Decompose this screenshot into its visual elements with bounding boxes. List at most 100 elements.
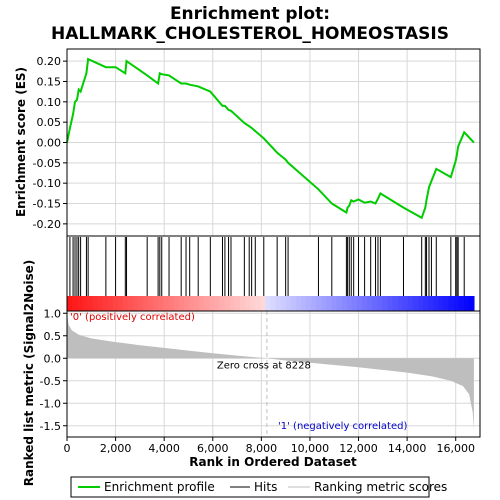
color-bar-segment (428, 296, 434, 311)
color-bar-segment (346, 296, 353, 311)
color-bar-segment (72, 296, 78, 311)
color-bar-segment (397, 296, 404, 311)
positive-correlation-label: '0' (positively correlated) (70, 312, 195, 323)
color-bar-segment (189, 296, 195, 311)
color-bar-segment (443, 296, 450, 311)
color-bar-segment (255, 296, 261, 311)
color-bar-segment (285, 296, 292, 311)
es-y-tick-label: -0.10 (33, 177, 61, 190)
es-y-ticks: -0.20 -0.15 -0.10 -0.05 0.00 0.05 0.10 0.15 0.20 (33, 55, 67, 231)
color-bar-segment (92, 296, 99, 311)
color-bar-segment (336, 296, 343, 311)
metric-panel: Zero cross at 8228 '0' (positively corre… (22, 260, 481, 487)
es-y-tick-label: 0.00 (37, 137, 62, 150)
color-bar-segment (326, 296, 333, 311)
es-y-tick-label: 0.20 (37, 55, 62, 68)
metric-y-tick-label: -0.5 (40, 375, 61, 388)
legend-enrichment-label: Enrichment profile (104, 480, 215, 494)
es-y-tick-label: 0.10 (37, 96, 62, 109)
color-bar-segment (173, 296, 180, 311)
color-bar-segment (117, 296, 124, 311)
color-bar-segment (239, 296, 246, 311)
color-bar-segment (367, 296, 373, 311)
title-line1: Enrichment plot: (170, 4, 330, 24)
es-y-tick-label: 0.15 (37, 75, 62, 88)
es-y-tick-label: -0.15 (33, 198, 61, 211)
color-bar-segment (143, 296, 149, 311)
color-bar-segment (112, 296, 119, 311)
color-bar-segment (392, 296, 399, 311)
color-bar-segment (77, 296, 83, 311)
color-bar-segment (194, 296, 200, 311)
color-bar-segment (351, 296, 358, 311)
color-bar-segment (219, 296, 226, 311)
color-bar-segment (250, 296, 256, 311)
color-bar-segment (234, 296, 241, 311)
negative-correlation-label: '1' (negatively correlated) (278, 421, 407, 432)
metric-y-tick-label: 0.0 (44, 352, 62, 365)
x-axis-ticks: 0 2,000 4,000 6,000 8,000 10,000 12,000 14,000 1… (64, 437, 475, 455)
color-bar-segment (306, 296, 312, 311)
color-bar-segment (300, 296, 307, 311)
x-tick-label: 8,000 (246, 442, 278, 455)
metric-y-axis-label: Ranked list metric (Signal2Noise) (22, 260, 36, 487)
x-tick-label: 0 (64, 442, 71, 455)
es-y-tick-label: -0.20 (33, 218, 61, 231)
color-bar-segment (453, 296, 460, 311)
color-bar-segment (423, 296, 429, 311)
color-bar-segment (341, 296, 348, 311)
color-bar-segment (87, 296, 94, 311)
color-bar-segment (356, 296, 363, 311)
legend-metric-label: Ranking metric scores (314, 480, 447, 494)
es-y-tick-label: -0.05 (33, 157, 61, 170)
color-bar-segment (372, 296, 378, 311)
color-bar-segment (199, 296, 205, 311)
ranking-color-bar (67, 296, 475, 311)
x-tick-label: 6,000 (197, 442, 229, 455)
color-bar-segment (412, 296, 419, 311)
color-bar-segment (458, 296, 465, 311)
color-bar-segment (82, 296, 88, 311)
color-bar-segment (463, 296, 470, 311)
metric-panel-frame (66, 310, 481, 438)
color-bar-segment (402, 296, 409, 311)
color-bar-segment (387, 296, 394, 311)
color-bar-segment (260, 296, 266, 311)
color-bar-segment (331, 296, 338, 311)
color-bar-segment (67, 296, 73, 311)
color-bar-segment (148, 296, 155, 311)
metric-y-tick-label: 1.0 (44, 307, 62, 320)
metric-panel-background (67, 311, 480, 437)
x-tick-label: 16,000 (436, 442, 475, 455)
color-bar-segment (377, 296, 383, 311)
color-bar-segment (214, 296, 221, 311)
color-bar-segment (128, 296, 134, 311)
color-bar-segment (362, 296, 368, 311)
x-tick-label: 4,000 (148, 442, 180, 455)
enrichment-profile-line (66, 57, 475, 220)
color-bar-segment (158, 296, 165, 311)
color-bar-segment (311, 296, 317, 311)
color-bar-segment (133, 296, 139, 311)
color-bar-segment (224, 296, 231, 311)
color-bar-segment (448, 296, 455, 311)
color-bar-segment (382, 296, 389, 311)
color-bar-segment (183, 296, 190, 311)
legend: Enrichment profile Hits Ranking metric s… (70, 476, 447, 498)
color-bar-segment (275, 296, 282, 311)
color-bar-segment (321, 296, 328, 311)
color-bar-segment (122, 296, 129, 311)
x-tick-label: 12,000 (339, 442, 378, 455)
metric-y-ticks: -1.5 -1.0 -0.5 0.0 0.5 1.0 (40, 307, 67, 433)
color-bar-segment (316, 296, 322, 311)
color-bar-segment (107, 296, 114, 311)
color-bar-segment (468, 296, 475, 311)
color-bar-segment (97, 296, 104, 311)
color-bar-segment (229, 296, 236, 311)
color-bar-segment (407, 296, 414, 311)
color-bar-segment (102, 296, 109, 311)
color-bar-segment (290, 296, 297, 311)
color-bar-segment (265, 296, 272, 311)
color-bar-segment (270, 296, 277, 311)
